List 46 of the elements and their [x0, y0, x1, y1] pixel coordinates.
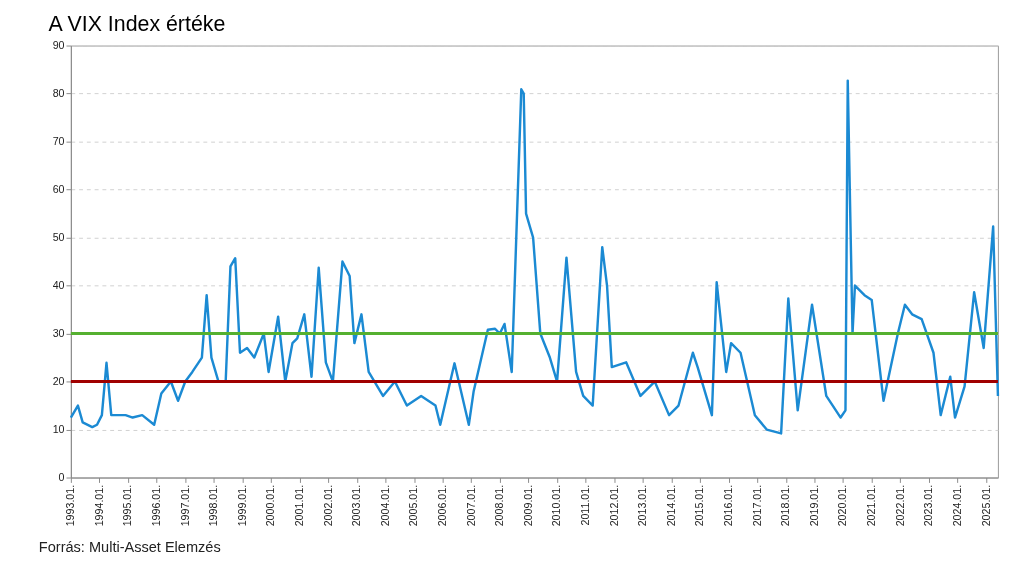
y-tick-label: 30: [52, 326, 65, 339]
x-tick-label: 2024.01.: [950, 484, 963, 527]
y-tick-label: 90: [52, 38, 65, 51]
line-series: [69, 79, 1000, 435]
x-tick-label: 1994.01.: [92, 484, 105, 527]
y-tick-label: 70: [52, 134, 65, 147]
y-tick-label: 60: [52, 182, 65, 195]
x-tick-label: 2020.01.: [836, 484, 849, 527]
x-tick-label: 2004.01.: [378, 484, 391, 527]
y-tick-label: 20: [52, 374, 65, 387]
x-tick-label: 2009.01.: [521, 484, 534, 527]
x-tick-label: 1999.01.: [235, 484, 248, 527]
x-tick-label: 1993.01.: [64, 484, 77, 527]
x-tick-label: 2011.01.: [579, 484, 592, 526]
x-tick-label: 1995.01.: [121, 484, 134, 527]
chart-title: A VIX Index értéke: [48, 12, 226, 36]
x-tick-label: 2003.01.: [350, 484, 363, 527]
x-tick-label: 2022.01.: [893, 484, 906, 527]
x-tick-label: 2000.01.: [264, 484, 277, 527]
y-tick-label: 80: [52, 86, 65, 99]
x-tick-label: 2010.01.: [550, 484, 563, 527]
x-tick-label: 2016.01.: [722, 484, 735, 527]
y-tick-label: 50: [52, 230, 65, 243]
x-tick-label: 1998.01.: [207, 484, 220, 527]
x-tick-label: 1997.01.: [178, 484, 191, 527]
x-tick-label: 2021.01.: [865, 484, 878, 527]
x-tick-label: 2007.01.: [464, 484, 477, 527]
x-tick-label: 2018.01.: [779, 484, 792, 527]
x-tick-label: 2015.01.: [693, 484, 706, 527]
x-tick-label: 2025.01.: [979, 484, 992, 527]
x-tick-label: 2023.01.: [922, 484, 935, 527]
text: Forrás: Multi-Asset Elemzés: [38, 539, 221, 556]
x-tick-label: 2013.01.: [636, 484, 649, 527]
y-tick-label: 0: [58, 470, 65, 483]
y-tick-label: 10: [52, 422, 65, 435]
x-tick-label: 2001.01.: [293, 484, 306, 527]
x-tick-label: 1996.01.: [150, 484, 163, 527]
y-tick-label: 40: [52, 278, 65, 291]
x-tick-label: 2012.01.: [607, 484, 620, 527]
x-tick-label: 2006.01.: [436, 484, 449, 527]
x-tick-label: 2002.01.: [321, 484, 334, 527]
x-tick-label: 2017.01.: [750, 484, 763, 527]
x-tick-label: 2019.01.: [807, 484, 820, 527]
x-tick-label: 2005.01.: [407, 484, 420, 527]
x-tick-label: 2014.01.: [664, 484, 677, 527]
x-tick-label: 2008.01.: [493, 484, 506, 527]
